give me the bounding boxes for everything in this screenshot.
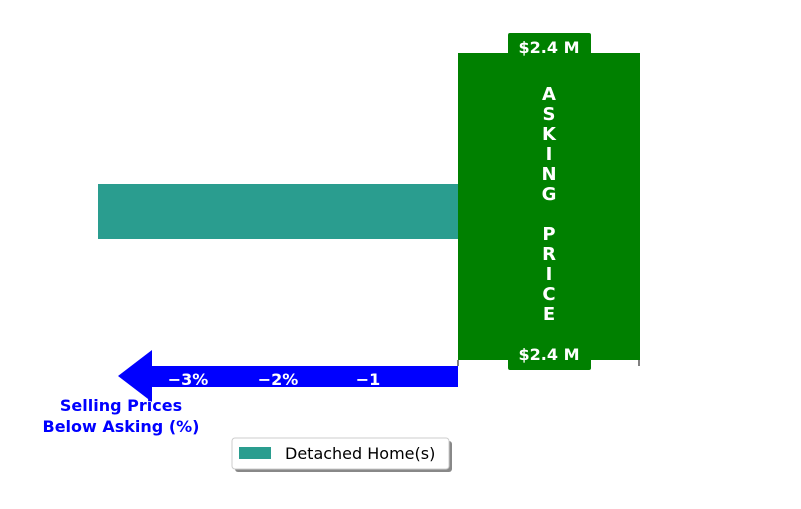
asking-price-letter: G [542,184,557,205]
x-tick-label: −2% [258,370,299,389]
legend-box [231,437,450,470]
asking-price-letter: I [546,264,553,285]
legend-swatch [239,447,271,459]
asking-price-letter: A [542,84,556,105]
asking-price-letter: K [542,124,557,145]
asking-price-bottom-badge [508,342,591,370]
asking-price-letter: S [543,104,556,125]
asking-price-block [458,53,640,360]
legend: Detached Home(s) [231,437,452,472]
x-tick-label: −4% [78,370,119,389]
asking-price-letter: N [541,164,556,185]
asking-price-top-badge [508,33,591,60]
x-tick-label: −1 [356,370,381,389]
asking-price-top-label: $2.4 M [519,38,580,57]
x-tick-label: −3% [168,370,209,389]
x-axis-label-line1: Selling Prices [60,396,182,415]
asking-price-bottom-label: $2.4 M [519,345,580,364]
legend-label: Detached Home(s) [285,444,435,463]
asking-price-letter: R [542,244,556,265]
asking-price-letter: I [546,144,553,165]
asking-price-letter: P [542,224,555,245]
bar-0-0 [98,184,458,239]
asking-price-letter: C [542,284,555,305]
x-axis-label-line2: Below Asking (%) [43,417,200,436]
asking-price-letter: E [543,304,555,325]
x-axis-arrow [118,350,458,402]
